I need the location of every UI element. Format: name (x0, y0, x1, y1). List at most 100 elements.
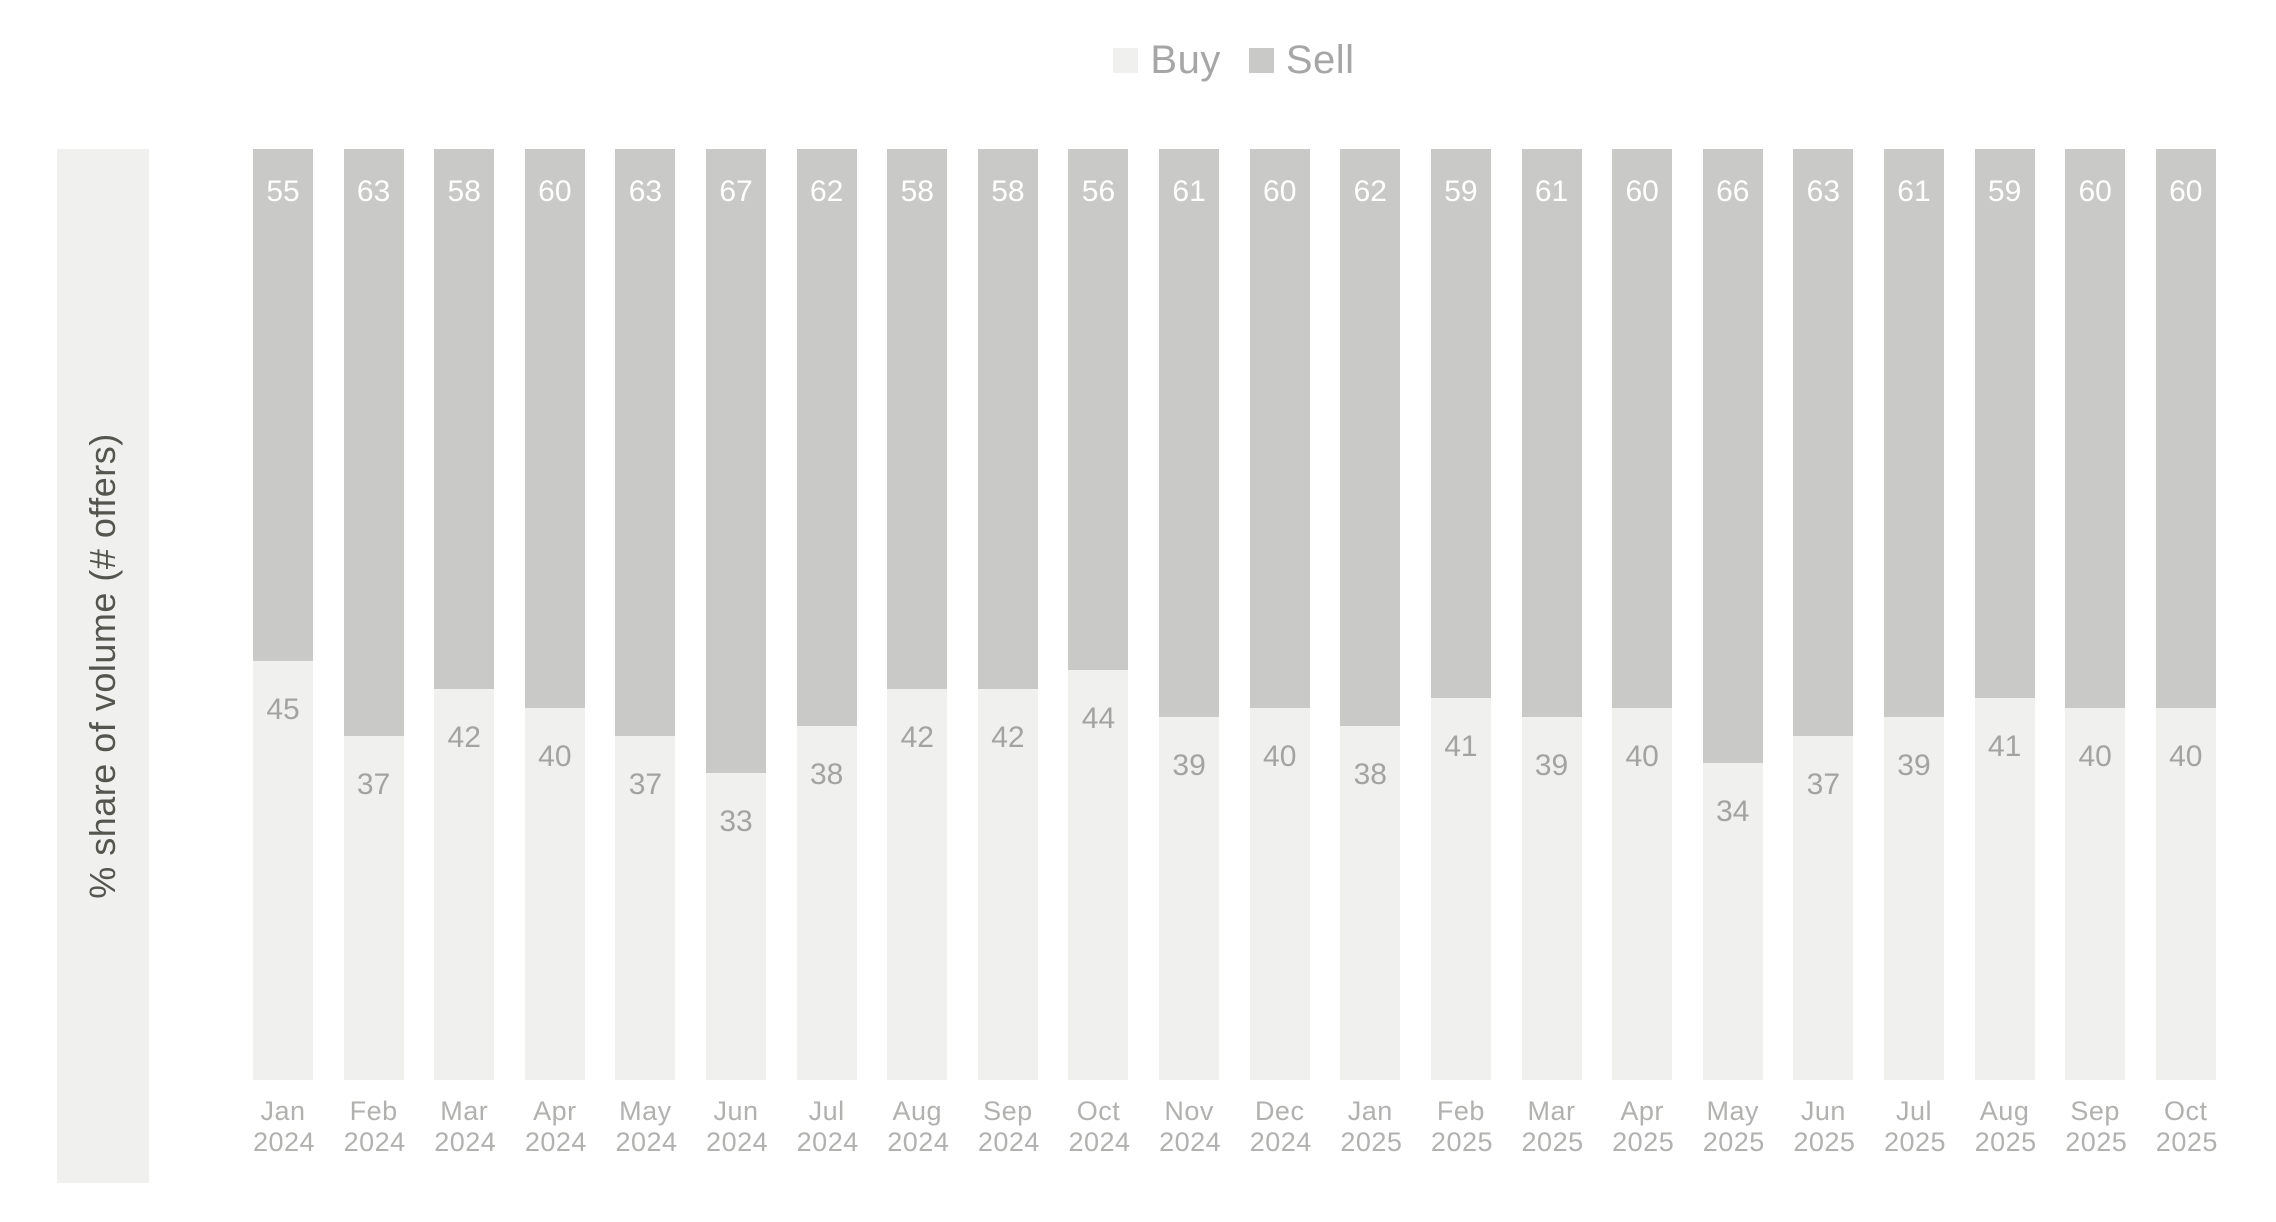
bar-column: 60 40 Apr 2024 (524, 149, 586, 1158)
sell-segment: 63 (1793, 149, 1854, 736)
sell-segment: 60 (524, 149, 585, 708)
sell-segment: 61 (1883, 149, 1944, 717)
sell-segment: 61 (1159, 149, 1220, 717)
stacked-bar: 60 40 (2065, 149, 2126, 1080)
sell-value-label: 60 (1263, 175, 1297, 208)
stacked-bar: 59 41 (1974, 149, 2035, 1080)
buy-value-label: 34 (1716, 795, 1750, 829)
x-tick-label: Dec 2024 (1249, 1096, 1312, 1157)
sell-value-label: 55 (266, 175, 300, 208)
buy-value-label: 37 (628, 767, 663, 801)
buy-segment: 40 (1612, 707, 1673, 1080)
x-tick-label: Sep 2024 (977, 1096, 1040, 1157)
bar-column: 60 40 Sep 2025 (2065, 149, 2127, 1158)
stacked-bar: 62 38 (1340, 149, 1401, 1080)
x-tick-label: Oct 2025 (2155, 1096, 2218, 1157)
x-tick-label: Jan 2025 (1340, 1096, 1403, 1157)
stacked-bar: 62 38 (796, 149, 857, 1080)
sell-segment: 58 (977, 149, 1038, 689)
sell-segment: 59 (1430, 149, 1491, 699)
stacked-bar: 56 44 (1068, 149, 1129, 1080)
sell-segment: 55 (253, 149, 313, 662)
sell-segment: 67 (706, 149, 767, 773)
buy-segment: 37 (1793, 735, 1854, 1080)
sell-value-label: 61 (1534, 175, 1569, 208)
buy-segment: 42 (434, 688, 495, 1080)
x-tick-label: Apr 2025 (1612, 1096, 1675, 1157)
buy-segment: 39 (1159, 716, 1220, 1080)
x-tick-label: Feb 2025 (1430, 1096, 1493, 1157)
sell-value-label: 62 (1353, 175, 1387, 208)
x-tick-label: Jun 2025 (1793, 1096, 1856, 1157)
buy-value-label: 41 (1444, 730, 1478, 764)
buy-segment: 42 (977, 688, 1038, 1080)
legend-label-sell: Sell (1285, 38, 1355, 82)
sell-value-label: 58 (991, 175, 1025, 208)
bar-column: 58 42 Mar 2024 (434, 149, 496, 1158)
stacked-bar: 63 37 (343, 149, 404, 1080)
buy-segment: 45 (253, 661, 313, 1080)
bar-column: 62 38 Jan 2025 (1340, 149, 1403, 1158)
bar-column: 58 42 Aug 2024 (887, 149, 950, 1158)
sell-segment: 58 (887, 149, 948, 689)
bar-column: 61 39 Jul 2025 (1883, 149, 1946, 1158)
buy-value-label: 37 (1806, 767, 1841, 801)
stacked-bar: 60 40 (1249, 149, 1310, 1080)
stacked-bar: 58 42 (887, 149, 948, 1080)
bar-column: 67 33 Jun 2024 (706, 149, 768, 1158)
stacked-bar: 58 42 (977, 149, 1038, 1080)
bar-column: 60 40 Oct 2025 (2155, 149, 2218, 1158)
buy-segment: 37 (615, 735, 676, 1080)
sell-value-label: 61 (1897, 175, 1931, 208)
buy-segment: 33 (706, 772, 767, 1080)
sell-value-label: 58 (447, 175, 481, 208)
x-tick-label: Mar 2025 (1521, 1096, 1584, 1157)
buy-value-label: 40 (2078, 739, 2112, 773)
stacked-bar: 63 37 (615, 149, 676, 1080)
plot-area: 55 45 Jan 2024 63 37 Feb 2024 58 42 Mar 2024 60 40 Apr… (253, 149, 2217, 1157)
bar-column: 61 39 Mar 2025 (1521, 149, 1584, 1158)
buy-value-label: 39 (1172, 748, 1206, 782)
buy-segment: 42 (887, 688, 948, 1080)
buy-segment: 37 (343, 735, 404, 1080)
buy-value-label: 42 (900, 720, 934, 754)
bar-column: 60 40 Dec 2024 (1249, 149, 1312, 1158)
sell-value-label: 63 (356, 175, 391, 208)
x-tick-label: Jan 2024 (253, 1096, 316, 1157)
x-tick-label: Aug 2024 (887, 1096, 950, 1157)
x-tick-label: Feb 2024 (343, 1096, 406, 1157)
buy-value-label: 40 (1625, 739, 1659, 773)
bar-column: 63 37 May 2024 (615, 149, 677, 1158)
buy-segment: 39 (1883, 716, 1944, 1080)
sell-value-label: 67 (719, 175, 753, 208)
legend-item-sell: Sell (1248, 38, 1355, 83)
bar-column: 58 42 Sep 2024 (977, 149, 1040, 1158)
sell-segment: 66 (1702, 149, 1763, 764)
sell-swatch-icon (1248, 48, 1274, 73)
sell-value-label: 59 (1444, 175, 1478, 208)
stacked-bar: 61 39 (1521, 149, 1582, 1080)
buy-segment: 40 (2065, 707, 2126, 1080)
sell-value-label: 60 (2078, 175, 2112, 208)
sell-value-label: 60 (1625, 175, 1659, 208)
stacked-bar: 67 33 (706, 149, 767, 1080)
sell-value-label: 63 (628, 175, 663, 208)
x-tick-label: Jul 2024 (796, 1096, 859, 1157)
sell-segment: 56 (1068, 149, 1129, 671)
buy-value-label: 39 (1534, 748, 1569, 782)
stacked-bar: 61 39 (1159, 149, 1220, 1080)
buy-segment: 40 (524, 707, 585, 1080)
buy-segment: 44 (1068, 670, 1129, 1080)
buy-segment: 38 (1340, 726, 1401, 1080)
buy-segment: 40 (1249, 707, 1310, 1080)
legend-item-buy: Buy (1113, 38, 1220, 83)
y-axis-band: % share of volume (# offers) (57, 149, 149, 1183)
sell-value-label: 59 (1987, 175, 2022, 208)
buy-segment: 41 (1974, 698, 2035, 1080)
sell-segment: 62 (1340, 149, 1401, 727)
sell-value-label: 60 (2169, 175, 2203, 208)
x-tick-label: Aug 2025 (1974, 1096, 2037, 1157)
buy-value-label: 42 (447, 720, 481, 754)
buy-value-label: 42 (991, 720, 1025, 754)
